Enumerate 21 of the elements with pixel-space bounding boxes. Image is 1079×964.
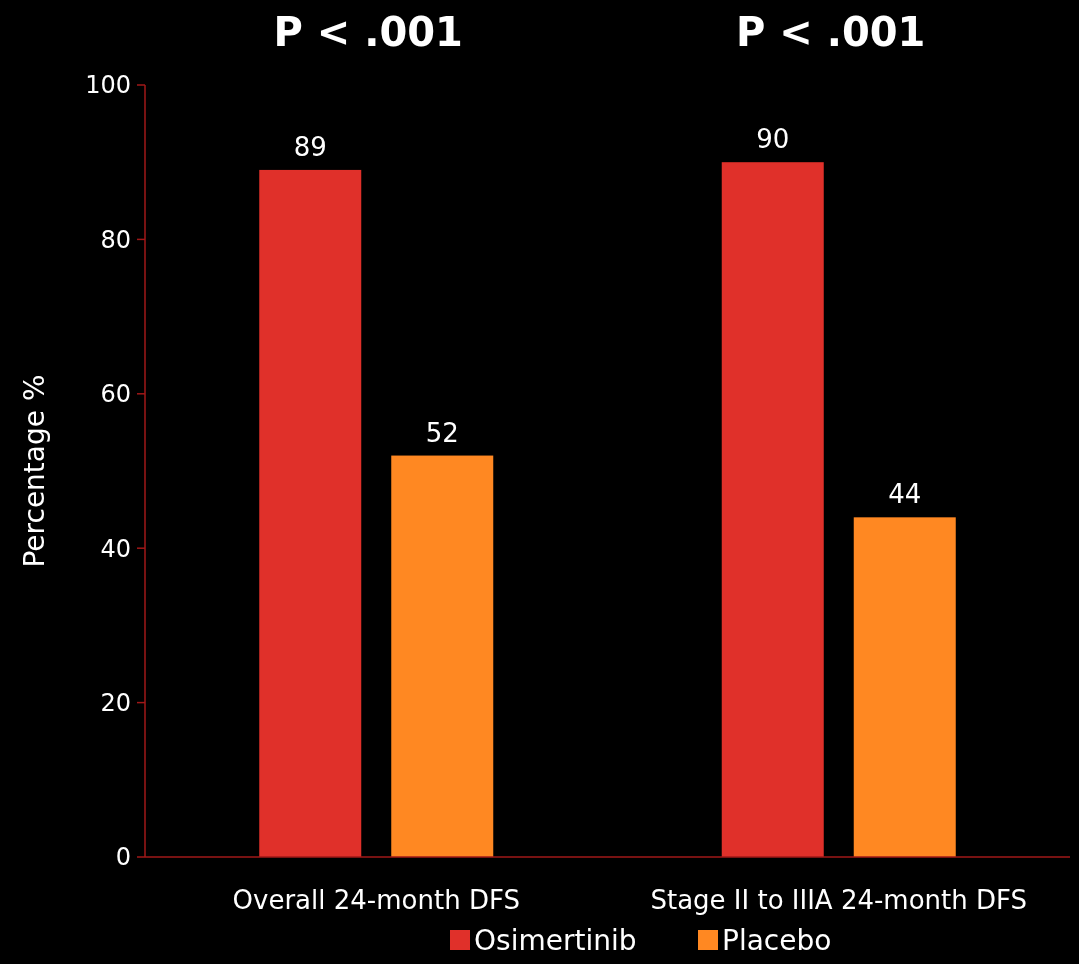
text: P < .001 xyxy=(736,9,926,55)
legend-label: Osimertinib xyxy=(474,924,637,957)
y-tick-label: 20 xyxy=(100,689,131,717)
x-tick-label: Overall 24-month DFS xyxy=(232,885,520,915)
data-label: 52 xyxy=(425,417,459,448)
x-tick-label: Stage II to IIIA 24-month DFS xyxy=(650,885,1028,915)
bar xyxy=(721,162,824,857)
y-tick-label: 80 xyxy=(100,225,131,254)
data-label: 44 xyxy=(888,479,922,510)
legend-label: Placebo xyxy=(722,924,832,957)
data-label: 89 xyxy=(293,131,327,162)
y-axis-title: Percentage % xyxy=(18,374,51,568)
y-tick-label: 60 xyxy=(100,380,131,409)
y-tick-label: 0 xyxy=(115,843,131,872)
y-tick-label: 100 xyxy=(85,71,131,100)
text: P < .001 xyxy=(273,9,463,55)
bar xyxy=(853,517,956,857)
y-tick-label: 40 xyxy=(100,534,131,563)
bar xyxy=(391,455,494,857)
data-label: 90 xyxy=(756,124,790,155)
bar xyxy=(259,169,362,857)
